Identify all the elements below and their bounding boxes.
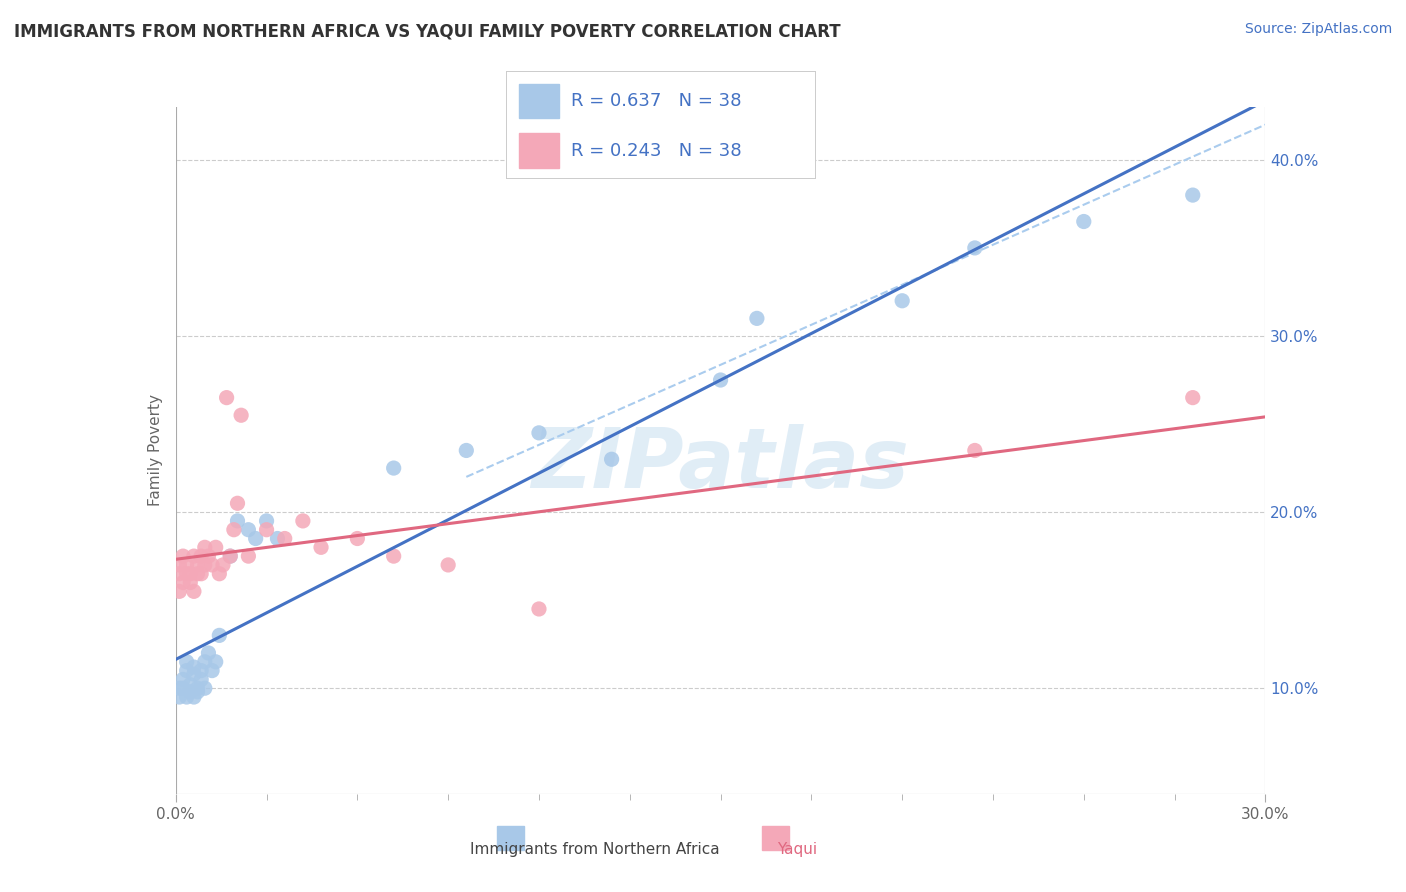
Point <box>190 664 212 678</box>
FancyBboxPatch shape <box>762 826 789 850</box>
Point <box>172 673 194 687</box>
Point <box>169 690 191 704</box>
Point <box>204 655 226 669</box>
Text: ZIPatlas: ZIPatlas <box>531 424 910 505</box>
Point <box>1181 391 1204 405</box>
Point <box>745 311 768 326</box>
Point <box>186 566 209 581</box>
Point <box>186 558 209 572</box>
Point <box>172 575 194 590</box>
Point <box>172 549 194 563</box>
Point <box>169 681 191 696</box>
Point <box>179 684 201 698</box>
Point <box>382 461 405 475</box>
Point <box>176 664 198 678</box>
Point <box>197 646 219 660</box>
Point <box>709 373 731 387</box>
Point <box>169 566 191 581</box>
Point <box>245 532 267 546</box>
Point <box>194 681 217 696</box>
Point <box>201 558 224 572</box>
Point <box>201 664 224 678</box>
Text: R = 0.637   N = 38: R = 0.637 N = 38 <box>571 93 741 111</box>
Point <box>176 690 198 704</box>
Point <box>194 558 217 572</box>
Point <box>183 549 205 563</box>
Point <box>197 549 219 563</box>
Point <box>527 425 550 440</box>
Bar <box>519 134 558 168</box>
Point <box>963 241 986 255</box>
Point <box>309 541 332 555</box>
Y-axis label: Family Poverty: Family Poverty <box>148 394 163 507</box>
Point <box>176 655 198 669</box>
Point <box>891 293 914 308</box>
Point <box>1181 188 1204 202</box>
Point <box>215 391 238 405</box>
Point <box>256 523 278 537</box>
Point <box>208 628 231 642</box>
Point <box>190 549 212 563</box>
Point <box>186 684 209 698</box>
FancyBboxPatch shape <box>498 826 524 850</box>
Text: Source: ZipAtlas.com: Source: ZipAtlas.com <box>1244 22 1392 37</box>
Text: IMMIGRANTS FROM NORTHERN AFRICA VS YAQUI FAMILY POVERTY CORRELATION CHART: IMMIGRANTS FROM NORTHERN AFRICA VS YAQUI… <box>14 22 841 40</box>
Bar <box>519 84 558 119</box>
Point <box>291 514 314 528</box>
Point <box>194 655 217 669</box>
Point <box>172 681 194 696</box>
Point <box>183 690 205 704</box>
Point <box>183 584 205 599</box>
Point <box>176 566 198 581</box>
Point <box>346 532 368 546</box>
Point <box>382 549 405 563</box>
Point <box>183 667 205 681</box>
Point <box>194 541 217 555</box>
Point <box>190 673 212 687</box>
Point <box>266 532 288 546</box>
Point <box>186 681 209 696</box>
Point <box>231 409 253 423</box>
Point <box>222 523 245 537</box>
Text: Yaqui: Yaqui <box>776 842 817 857</box>
Point <box>169 584 191 599</box>
Point <box>238 549 260 563</box>
Point <box>527 602 550 616</box>
Point <box>456 443 478 458</box>
Point <box>169 558 191 572</box>
Point <box>226 496 249 510</box>
Point <box>176 558 198 572</box>
Point <box>219 549 242 563</box>
Point <box>226 514 249 528</box>
Point <box>238 523 260 537</box>
Point <box>273 532 295 546</box>
Point <box>256 514 278 528</box>
Point <box>219 549 242 563</box>
Point <box>600 452 623 467</box>
Point <box>179 575 201 590</box>
Point <box>208 566 231 581</box>
Point <box>963 443 986 458</box>
Point <box>437 558 460 572</box>
Text: R = 0.243   N = 38: R = 0.243 N = 38 <box>571 142 742 160</box>
Point <box>179 566 201 581</box>
Point <box>179 678 201 692</box>
Point <box>204 541 226 555</box>
Point <box>1073 214 1095 228</box>
Point <box>190 566 212 581</box>
Text: Immigrants from Northern Africa: Immigrants from Northern Africa <box>471 842 720 857</box>
Point <box>183 660 205 674</box>
Point <box>212 558 235 572</box>
